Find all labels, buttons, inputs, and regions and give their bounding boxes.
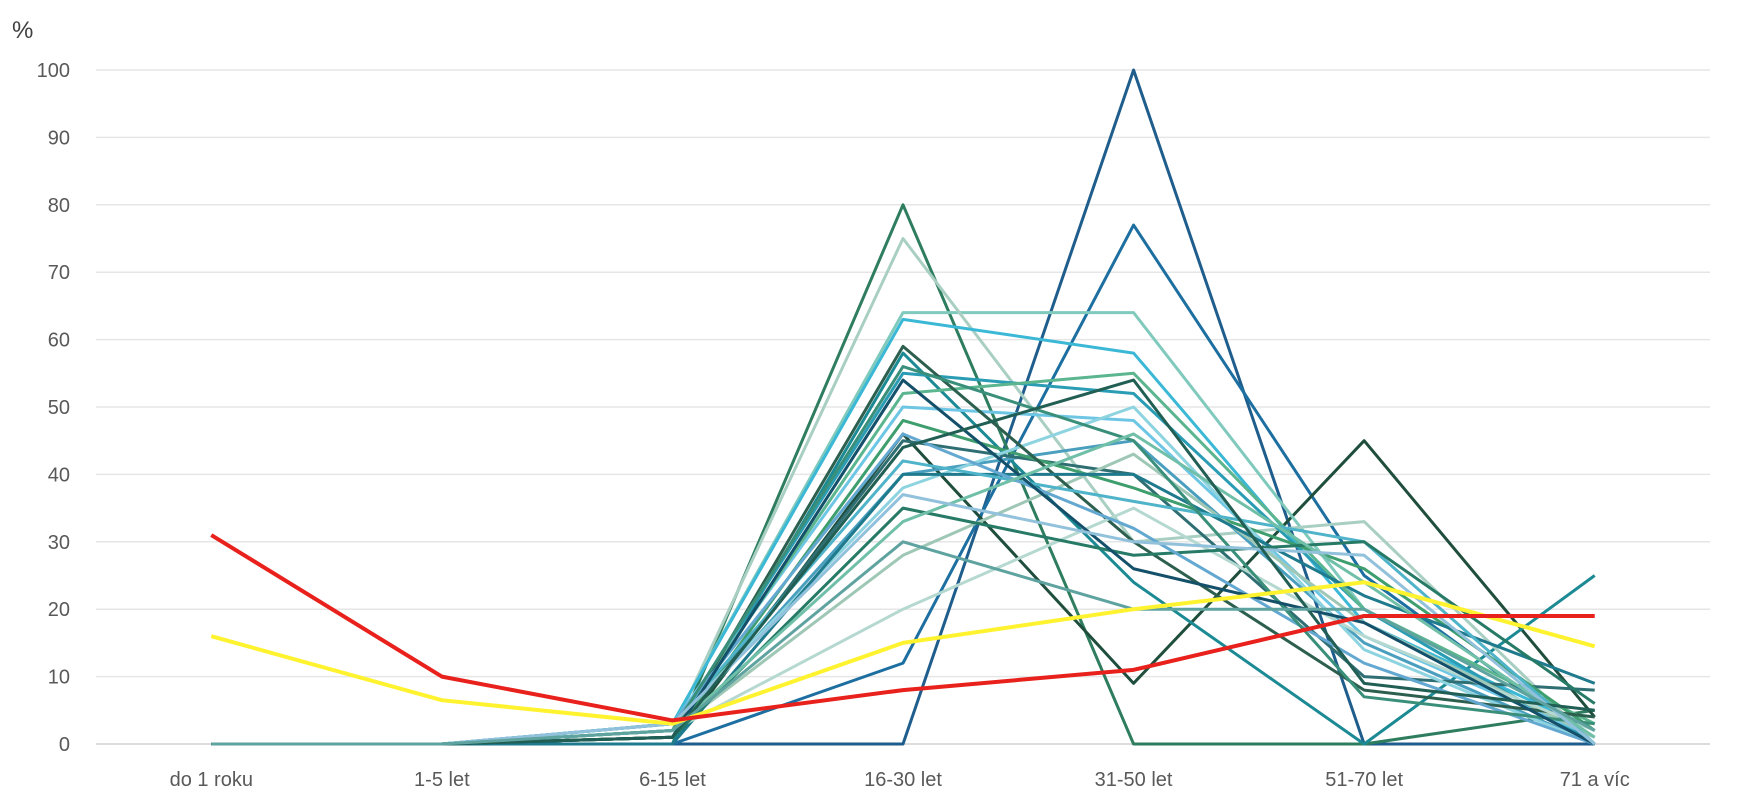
y-tick-label: 100	[37, 60, 70, 82]
x-tick-label: 1-5 let	[414, 769, 470, 791]
y-tick-label: 0	[59, 734, 70, 756]
x-axis-tick-labels: do 1 roku 1-5 let 6-15 let 16-30 let 31-50 l…	[170, 769, 1630, 791]
y-tick-label: 10	[48, 667, 70, 689]
y-tick-label: 60	[48, 330, 70, 352]
x-tick-label: 71 a víc	[1560, 769, 1630, 791]
series-line-0	[210, 533, 1595, 723]
series-line-3	[211, 223, 1596, 746]
y-axis-unit-label: %	[12, 17, 33, 44]
x-tick-label: 6-15 let	[639, 769, 706, 791]
y-axis-tick-labels: 0 10 20 30 40 50 60 70 80 90 100	[37, 60, 70, 756]
series-line-1	[210, 580, 1596, 726]
x-tick-label: 31-50 let	[1095, 769, 1173, 791]
x-tick-label: 51-70 let	[1325, 769, 1403, 791]
y-tick-label: 30	[48, 532, 70, 554]
series-line-29	[211, 540, 1596, 746]
y-tick-label: 50	[48, 397, 70, 419]
series-line-9	[211, 317, 1596, 746]
y-tick-label: 40	[48, 464, 70, 486]
x-tick-label: do 1 roku	[170, 769, 253, 791]
y-tick-label: 20	[48, 599, 70, 621]
series-line-20	[211, 459, 1596, 746]
y-tick-label: 70	[48, 262, 70, 284]
series-lines	[210, 68, 1596, 746]
y-tick-label: 80	[48, 195, 70, 217]
x-tick-label: 16-30 let	[864, 769, 942, 791]
y-tick-label: 90	[48, 127, 70, 149]
